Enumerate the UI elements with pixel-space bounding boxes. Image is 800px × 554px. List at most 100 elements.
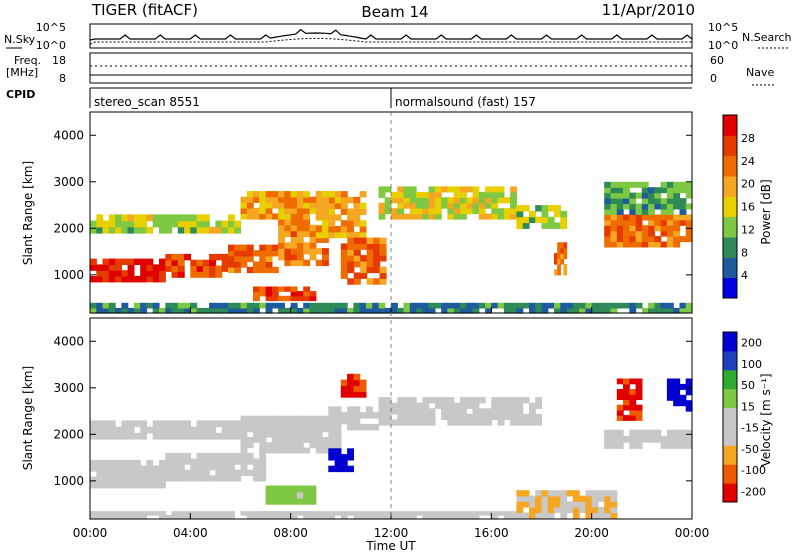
heatmap-cell [403,302,411,309]
heatmap-cell [604,490,612,497]
heatmap-cell [253,291,260,297]
heatmap-cell [159,432,166,440]
heatmap-cell [284,248,292,255]
heatmap-cell [353,302,361,309]
heatmap-cell [660,302,668,309]
heatmap-cell [221,226,229,234]
heatmap-cell [535,205,543,212]
heatmap-cell [503,402,511,409]
heatmap-cell [108,302,116,309]
heatmap-cell [391,191,398,198]
heatmap-cell [133,302,141,309]
heatmap-cell [604,501,612,508]
heatmap-cell [516,210,524,218]
heatmap-cell [453,197,461,204]
heatmap-cell [108,482,116,489]
heatmap-cell [221,307,229,314]
heatmap-cell [334,511,342,516]
heatmap-cell [378,208,386,215]
heatmap-cell [108,476,116,483]
heatmap-cell [541,302,549,309]
heatmap-cell [353,412,361,419]
heatmap-cell [516,413,524,420]
heatmap-cell [623,241,630,248]
heatmap-cell [347,249,355,256]
heatmap-cell [253,302,260,309]
heatmap-cell [510,419,517,426]
heatmap-cell [190,214,198,222]
heatmap-cell [641,236,649,243]
heatmap-cell [133,307,141,314]
heatmap-cell [666,198,674,205]
heatmap-cell [121,482,129,489]
heatmap-cell [447,307,455,314]
heatmap-cell [616,187,624,194]
heatmap-cell [177,475,185,482]
heatmap-cell [322,437,329,443]
heatmap-cell [604,198,612,205]
heatmap-cell [234,255,242,262]
heatmap-cell [303,515,311,520]
heatmap-cell [428,213,436,220]
heatmap-cell [133,258,141,265]
heatmap-cell [159,220,166,228]
heatmap-cell [422,397,430,404]
colorbar-swatch [723,135,737,157]
heatmap-cell [284,511,292,516]
beam-label: Beam 14 [361,3,428,21]
heatmap-cell [328,202,336,210]
heatmap-cell [353,196,361,204]
heatmap-cell [202,458,210,465]
heatmap-cell [340,385,348,392]
heatmap-cell [441,307,449,314]
heatmap-cell [322,213,329,220]
heatmap-cell [616,442,624,449]
heatmap-cell [296,248,304,255]
heatmap-cell [202,515,210,520]
heatmap-cell [159,459,166,467]
heatmap-cell [560,307,568,314]
heatmap-cell [328,418,336,425]
heatmap-cell [177,271,185,278]
heatmap-cell [240,437,248,443]
heatmap-cell [259,213,267,220]
heatmap-cell [215,511,223,516]
heatmap-cell [359,191,367,198]
heatmap-cell [152,482,160,489]
heatmap-cell [441,397,449,404]
heatmap-cell [422,402,430,409]
heatmap-cell [478,302,486,309]
heatmap-cell [416,511,423,516]
colorbar-swatch [723,445,737,465]
heatmap-cell [585,501,593,508]
heatmap-cell [127,226,135,234]
heatmap-cell [379,255,387,262]
heatmap-cell [290,515,298,520]
heatmap-cell [322,236,329,243]
heatmap-cell [334,415,342,422]
heatmap-cell [660,187,668,194]
heatmap-cell [184,458,191,465]
heatmap-cell [322,253,329,261]
heatmap-cell [685,236,693,243]
heatmap-cell [102,426,110,434]
heatmap-cell [604,219,612,226]
heatmap-cell [485,302,492,309]
heatmap-cell [391,402,398,409]
heatmap-cell [190,302,198,309]
heatmap-cell [648,203,655,210]
heatmap-cell [284,447,292,454]
heatmap-cell [485,186,492,193]
heatmap-cell [623,302,630,309]
heatmap-cell [278,447,285,454]
cpid-segment-label: stereo_scan 8551 [94,95,200,109]
heatmap-cell [177,432,185,440]
heatmap-cell [428,408,436,415]
heatmap-cell [422,197,430,204]
heatmap-cell [522,222,530,229]
heatmap-cell [215,432,223,440]
heatmap-cell [259,261,267,268]
heatmap-cell [373,249,381,256]
heatmap-cell [460,419,467,426]
